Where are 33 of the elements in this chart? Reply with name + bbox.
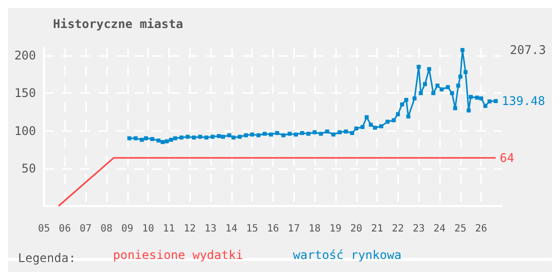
x-tick-label: 22 [392, 224, 404, 234]
x-tick-label: 12 [184, 224, 196, 234]
y-tick-label: 200 [14, 48, 36, 63]
x-tick-label: 08 [100, 224, 112, 234]
x-tick-label: 05 [38, 224, 50, 234]
y-tick-label: 100 [14, 124, 36, 138]
x-tick-label: 21 [371, 224, 384, 234]
text: 207.3 [510, 43, 546, 57]
x-tick-label: 18 [308, 224, 321, 234]
x-tick-label: 20 [350, 224, 362, 234]
x-tick-label: 10 [142, 224, 154, 234]
data-label: 139.48 [502, 94, 546, 108]
x-tick-label: 15 [246, 224, 258, 234]
x-tick-label: 26 [475, 224, 488, 234]
x-tick-label: 24 [434, 224, 446, 234]
x-tick-label: 23 [412, 224, 425, 234]
x-tick-label: 07 [80, 224, 92, 234]
x-tick-label: 13 [204, 224, 217, 234]
x-tick-label: 17 [288, 224, 300, 234]
x-tick-label: 14 [225, 224, 238, 234]
x-tick-label: 11 [162, 224, 175, 234]
y-tick-label: 150 [14, 86, 36, 100]
x-tick-label: 19 [329, 224, 342, 234]
x-tick-label: 06 [58, 224, 71, 234]
text: poniesione wydatki [113, 248, 244, 262]
x-tick-label: 09 [121, 224, 134, 234]
x-tick-label: 25 [454, 224, 466, 234]
text: wartość rynkowa [293, 248, 402, 262]
x-tick-label: 16 [266, 224, 280, 234]
legend-title: Legenda: [18, 251, 76, 265]
data-label: 64 [500, 150, 514, 165]
y-tick-label: 50 [22, 161, 36, 176]
chart-title: Historyczne miasta [53, 17, 184, 31]
